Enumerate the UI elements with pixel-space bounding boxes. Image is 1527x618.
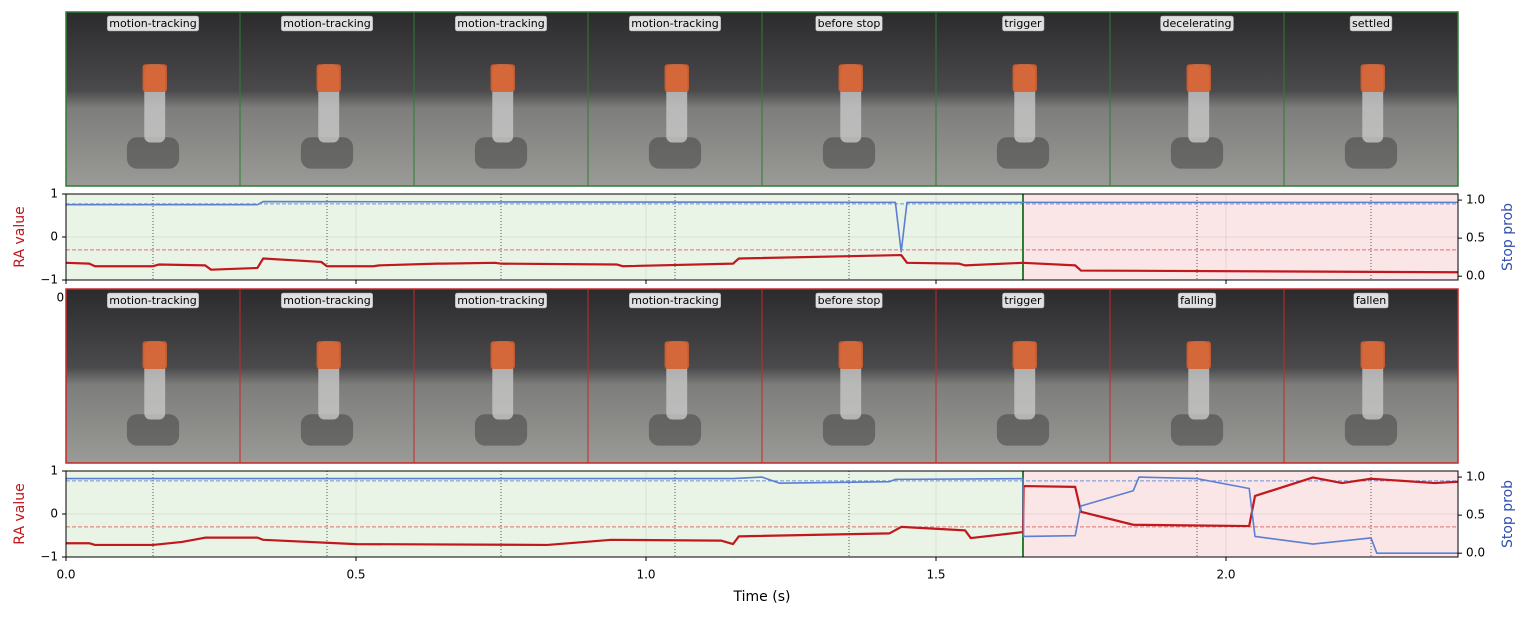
x-axis-label: Time (s) bbox=[733, 589, 791, 605]
frame-floor-shadow bbox=[1170, 414, 1224, 446]
frame-label-box bbox=[107, 292, 199, 309]
frame-label-box bbox=[455, 15, 547, 32]
robot-vest bbox=[316, 341, 341, 370]
frame-floor-shadow bbox=[474, 414, 528, 446]
frame-label-box bbox=[1002, 292, 1045, 309]
frame-floor-shadow bbox=[648, 414, 702, 446]
frame-label: before stop bbox=[818, 294, 881, 307]
x-tick-label: 2.0 bbox=[1216, 568, 1235, 582]
unsafe-region bbox=[1023, 471, 1458, 557]
plot-frame bbox=[65, 193, 1459, 281]
frame-label: trigger bbox=[1004, 17, 1042, 30]
y-axis-label: RA value bbox=[12, 206, 28, 267]
frame-label: motion-tracking bbox=[631, 294, 719, 307]
x-tick-label: 0.0 bbox=[56, 568, 75, 582]
frame-label: motion-tracking bbox=[631, 17, 719, 30]
frame-label: decelerating bbox=[1163, 17, 1232, 30]
frame-label-box bbox=[815, 15, 883, 32]
series-line bbox=[65, 253, 1459, 274]
frame-label-box bbox=[281, 15, 373, 32]
frame-floor-shadow bbox=[300, 137, 354, 169]
plot-frame bbox=[65, 470, 1459, 558]
y2-tick-label: 0.5 bbox=[1466, 231, 1485, 245]
robot-vest bbox=[1360, 341, 1385, 370]
robot-vest bbox=[664, 341, 689, 370]
frame-label-box bbox=[1002, 15, 1045, 32]
robot-vest bbox=[664, 64, 689, 93]
frame-floor-shadow bbox=[1170, 137, 1224, 169]
frame-label-box bbox=[1160, 15, 1234, 32]
y-tick-label: −1 bbox=[40, 273, 58, 287]
series-line bbox=[66, 200, 1458, 253]
robot-vest bbox=[316, 64, 341, 93]
frame-floor-shadow bbox=[1344, 414, 1398, 446]
robot-vest bbox=[838, 64, 863, 93]
robot-vest bbox=[490, 64, 515, 93]
frame-label: motion-tracking bbox=[283, 17, 371, 30]
robot-vest bbox=[1360, 64, 1385, 93]
robot-vest bbox=[838, 341, 863, 370]
y-tick-label: 0 bbox=[50, 507, 58, 521]
y2-tick-label: 0.5 bbox=[1466, 508, 1485, 522]
x-tick-label: 1.5 bbox=[926, 568, 945, 582]
safe-region bbox=[66, 471, 1023, 557]
series-line bbox=[66, 476, 1459, 547]
frame-label: motion-tracking bbox=[457, 17, 545, 30]
frame-label-box bbox=[629, 15, 721, 32]
x-tick-label: 1.0 bbox=[636, 568, 655, 582]
frame-label-box bbox=[455, 292, 547, 309]
frame-floor-shadow bbox=[822, 137, 876, 169]
frame-label-box bbox=[629, 292, 721, 309]
series-line bbox=[66, 476, 1458, 554]
frame-label: settled bbox=[1352, 17, 1390, 30]
unsafe-region bbox=[1023, 194, 1458, 280]
robot-vest bbox=[1186, 341, 1211, 370]
frame-label: before stop bbox=[818, 17, 881, 30]
y-tick-label: 0 bbox=[50, 230, 58, 244]
robot-vest bbox=[490, 341, 515, 370]
frame-floor-shadow bbox=[822, 414, 876, 446]
frame-floor-shadow bbox=[1344, 137, 1398, 169]
frame-label: fallen bbox=[1356, 294, 1386, 307]
x-tick-label: 0.5 bbox=[346, 568, 365, 582]
y2-tick-label: 1.0 bbox=[1466, 470, 1485, 484]
robot-vest bbox=[1186, 64, 1211, 93]
y-tick-label: 1 bbox=[50, 464, 58, 478]
frame-label-box bbox=[1349, 15, 1393, 32]
frame-label: motion-tracking bbox=[457, 294, 545, 307]
frame-label-box bbox=[107, 15, 199, 32]
strip-border bbox=[65, 11, 1459, 187]
frame-label: motion-tracking bbox=[283, 294, 371, 307]
safe-region bbox=[66, 194, 1023, 280]
frame-label: falling bbox=[1180, 294, 1214, 307]
frame-floor-shadow bbox=[474, 137, 528, 169]
frame-floor-shadow bbox=[126, 414, 180, 446]
frame-floor-shadow bbox=[126, 137, 180, 169]
y-tick-label: −1 bbox=[40, 550, 58, 564]
robot-vest bbox=[1012, 341, 1037, 370]
y2-tick-label: 1.0 bbox=[1466, 193, 1485, 207]
y-tick-label: 1 bbox=[50, 187, 58, 201]
frame-floor-shadow bbox=[300, 414, 354, 446]
frame-label: motion-tracking bbox=[109, 294, 197, 307]
frame-label-box bbox=[815, 292, 883, 309]
robot-vest bbox=[142, 341, 167, 370]
frame-floor-shadow bbox=[996, 414, 1050, 446]
frame-label: trigger bbox=[1004, 294, 1042, 307]
frame-floor-shadow bbox=[996, 137, 1050, 169]
frame-label-box bbox=[281, 292, 373, 309]
y2-axis-label: Stop prob bbox=[1500, 203, 1516, 271]
y2-tick-label: 0.0 bbox=[1466, 546, 1485, 560]
strip-border bbox=[65, 288, 1459, 464]
frame-label-box bbox=[1353, 292, 1389, 309]
frame-label: motion-tracking bbox=[109, 17, 197, 30]
y-axis-label: RA value bbox=[12, 483, 28, 544]
frame-label-box bbox=[1177, 292, 1217, 309]
robot-vest bbox=[142, 64, 167, 93]
y2-axis-label: Stop prob bbox=[1500, 480, 1516, 548]
frame-floor-shadow bbox=[648, 137, 702, 169]
robot-vest bbox=[1012, 64, 1037, 93]
y2-tick-label: 0.0 bbox=[1466, 269, 1485, 283]
